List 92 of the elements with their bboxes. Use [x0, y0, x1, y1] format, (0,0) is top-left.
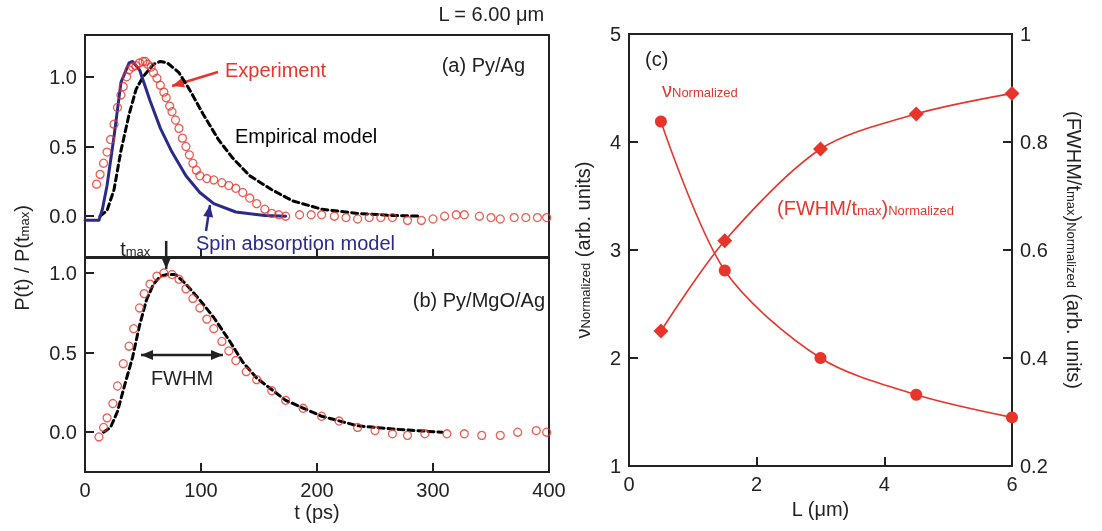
point	[442, 429, 452, 439]
point	[139, 288, 149, 299]
point	[181, 284, 191, 294]
point	[495, 430, 505, 441]
y-tick-label: 0.5	[49, 341, 77, 364]
point	[908, 106, 924, 122]
point	[112, 381, 123, 391]
point	[717, 233, 733, 249]
y-tick-label: 0.5	[49, 135, 77, 158]
x-axis-title: t (ps)	[294, 501, 340, 523]
x-tick-label: 6	[1006, 473, 1018, 495]
y-tick-label: 4	[609, 131, 621, 153]
point	[477, 430, 487, 441]
point	[542, 427, 552, 437]
point	[298, 403, 308, 413]
x-axis-title: L (μm)	[791, 497, 850, 520]
annotation: FWHM	[150, 367, 214, 389]
series-label: Spin absorption model	[196, 232, 396, 254]
point	[159, 268, 169, 278]
point	[195, 303, 205, 313]
series-label: Empirical model	[235, 125, 378, 147]
legend-label: Experiment	[225, 59, 327, 81]
point	[813, 141, 828, 157]
x-tick-label: 0	[623, 473, 635, 495]
y2-tick-label: 0.4	[1020, 347, 1048, 369]
x-tick-label: 200	[300, 479, 334, 501]
point	[118, 359, 128, 369]
text: (c)	[645, 48, 669, 70]
x-tick-label: 100	[184, 479, 218, 501]
point	[231, 355, 241, 366]
y-tick-label: 1.0	[49, 261, 77, 284]
point	[459, 429, 469, 439]
x-tick-label: 300	[416, 479, 450, 501]
y2-tick-label: 1	[1020, 23, 1032, 45]
point	[267, 386, 277, 396]
point	[145, 279, 155, 289]
text: (a) Py/Ag	[441, 54, 525, 76]
point	[94, 432, 104, 442]
point	[202, 314, 212, 324]
point	[352, 422, 363, 433]
point	[814, 352, 827, 364]
annotation: tmax	[120, 237, 151, 260]
point	[98, 422, 109, 433]
point	[653, 323, 669, 339]
point	[188, 293, 198, 304]
y-tick-label: 3	[609, 239, 621, 261]
text: (b) Py/MgO/Ag	[412, 289, 546, 311]
point	[910, 388, 923, 401]
x-tick-label: 400	[532, 479, 566, 501]
point	[387, 429, 398, 439]
point	[718, 264, 731, 277]
point	[281, 395, 291, 405]
point	[252, 374, 262, 385]
series-label: νNormalized	[662, 79, 738, 101]
point	[420, 429, 430, 439]
y-tick-label: 2	[609, 347, 621, 369]
y-tick-label: 1.0	[49, 65, 77, 88]
line-series	[102, 273, 444, 434]
x-tick-label: 0	[79, 479, 91, 501]
y2-tick-label: 0.8	[1020, 131, 1048, 153]
point	[334, 416, 344, 426]
x-tick-label: 2	[751, 473, 763, 495]
y-tick-label: 0.0	[49, 421, 77, 444]
point	[152, 271, 162, 281]
point	[134, 303, 145, 313]
point	[102, 413, 112, 423]
x-tick-label: 4	[878, 473, 890, 495]
y-tick-label: 0.0	[49, 205, 77, 228]
point	[108, 398, 118, 409]
point	[654, 115, 667, 128]
point	[241, 367, 251, 377]
y2-tick-label: 0.2	[1020, 455, 1048, 477]
point	[1006, 411, 1018, 424]
point	[174, 274, 184, 284]
point	[224, 346, 234, 356]
point	[217, 336, 227, 347]
point	[370, 425, 380, 436]
y-tick-label: 1	[609, 455, 621, 477]
series-label: (FWHM/tmax)Normalized	[777, 197, 954, 219]
point	[129, 324, 139, 334]
point	[167, 269, 177, 280]
point	[124, 341, 134, 351]
point	[531, 425, 541, 436]
text: L = 6.00 μm	[438, 3, 545, 25]
point	[317, 411, 327, 421]
point	[1004, 85, 1020, 101]
point	[209, 324, 219, 334]
y2-tick-label: 0.6	[1020, 239, 1048, 261]
y-tick-label: 5	[609, 23, 621, 45]
point	[402, 430, 413, 441]
point	[513, 427, 523, 437]
y-axis-title: νNormalized (arb. units)	[572, 161, 594, 339]
